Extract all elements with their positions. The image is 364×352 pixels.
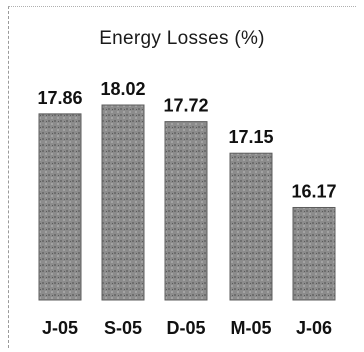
bar-j-05: [38, 113, 82, 301]
bar-s-05: [101, 104, 145, 301]
value-label-j-06: 16.17: [291, 181, 336, 201]
bar-m-05: [229, 152, 273, 301]
category-label-j-06: J-06: [296, 318, 332, 338]
value-label-m-05: 17.15: [228, 127, 273, 147]
bar-j-06: [292, 206, 336, 301]
category-label-j-05: J-05: [42, 318, 78, 338]
value-label-s-05: 18.02: [100, 79, 145, 99]
value-label-j-05: 17.86: [37, 88, 82, 108]
value-label-d-05: 17.72: [163, 96, 208, 116]
category-label-d-05: D-05: [166, 318, 205, 338]
chart-frame: [8, 6, 356, 348]
category-label-m-05: M-05: [230, 318, 271, 338]
chart-title: Energy Losses (%): [99, 28, 265, 49]
category-label-s-05: S-05: [104, 318, 142, 338]
bar-d-05: [164, 121, 208, 301]
